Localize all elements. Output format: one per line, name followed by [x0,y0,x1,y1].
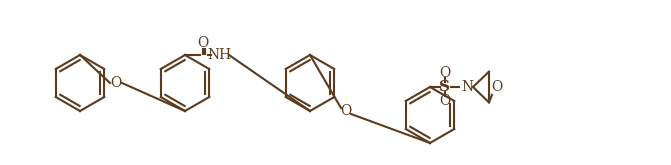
Text: O: O [491,80,503,94]
Text: S: S [440,80,450,94]
Text: O: O [440,66,451,80]
Text: O: O [440,94,451,108]
Text: O: O [340,104,352,118]
Text: O: O [110,76,121,90]
Text: NH: NH [207,48,231,62]
Text: O: O [197,36,209,50]
Text: N: N [461,80,473,94]
